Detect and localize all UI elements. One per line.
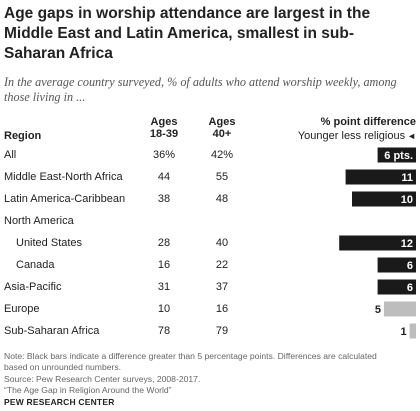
row-label: Middle East-North Africa: [4, 171, 123, 183]
young-header-line1: Ages: [150, 116, 178, 128]
young-value: 16: [157, 259, 171, 271]
old-header-line1: Ages: [208, 116, 236, 128]
chart-title: Age gaps in worship attendance are large…: [4, 5, 371, 62]
row-label: Canada: [16, 259, 55, 271]
young-value: 78: [157, 325, 171, 337]
difference-bar: [377, 147, 416, 163]
notes: Note: Black bars indicate a difference g…: [4, 351, 416, 397]
row-label: Latin America-Caribbean: [4, 193, 126, 205]
difference-bar: [409, 323, 416, 339]
difference-label: 5: [375, 304, 381, 316]
old-value: 40: [215, 237, 229, 249]
young-value: 31: [157, 281, 171, 293]
old-value: 79: [215, 325, 229, 337]
difference-label: 6: [407, 260, 413, 272]
difference-bar: [339, 235, 416, 251]
old-value: 48: [215, 193, 229, 205]
difference-bar: [377, 257, 416, 273]
row-label: United States: [16, 237, 83, 249]
old-header-line2: 40+: [212, 128, 232, 140]
row-label: Europe: [4, 303, 40, 315]
difference-label: 12: [401, 238, 413, 250]
difference-label: 10: [401, 194, 413, 206]
old-value: 16: [215, 303, 229, 315]
region-header: Region: [4, 130, 42, 142]
difference-label: 6 pts.: [384, 150, 413, 162]
old-value: 37: [215, 281, 229, 293]
young-header-line2: 18-39: [149, 128, 179, 140]
difference-label: 1: [400, 326, 406, 338]
young-value: 10: [157, 303, 171, 315]
young-value: 38: [157, 193, 171, 205]
row-label: North America: [4, 215, 74, 227]
difference-bar: [352, 191, 416, 207]
diff-header: % point difference: [320, 116, 416, 128]
legend: Younger less religious ◄: [250, 130, 416, 142]
young-value: 28: [157, 237, 171, 249]
organization-name: PEW RESEARCH CENTER: [4, 397, 115, 407]
difference-bar: [384, 301, 416, 317]
note-line-1: Note: Black bars indicate a difference g…: [4, 351, 377, 361]
note-line-2: based on unrounded numbers.: [4, 362, 122, 373]
row-label: All: [4, 149, 17, 161]
young-value: 44: [157, 171, 171, 183]
row-label: Sub-Saharan Africa: [4, 325, 100, 337]
old-value: 55: [215, 171, 229, 183]
left-arrow-icon: ◄: [407, 131, 416, 141]
row-label: Asia-Pacific: [4, 281, 62, 293]
report-title: “The Age Gap in Religion Around the Worl…: [4, 385, 172, 396]
difference-label: 11: [401, 172, 413, 184]
young-value: 36%: [152, 149, 176, 161]
old-value: 42%: [210, 149, 234, 161]
legend-label: Younger less religious: [297, 130, 406, 142]
difference-bar: [345, 169, 416, 185]
difference-label: 6: [407, 282, 413, 294]
old-value: 22: [215, 259, 229, 271]
chart-subtitle: In the average country surveyed, % of ad…: [4, 75, 397, 104]
source-line: Source: Pew Research Center surveys, 200…: [4, 373, 201, 384]
difference-bar: [377, 279, 416, 295]
